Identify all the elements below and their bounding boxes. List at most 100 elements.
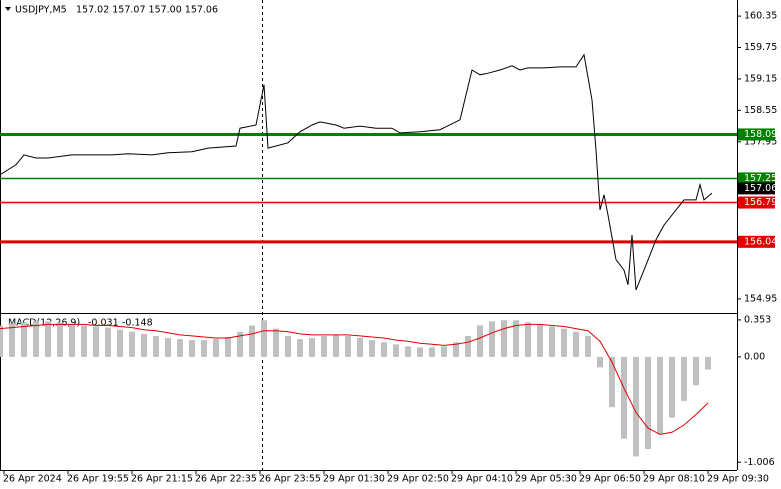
histogram-bar	[369, 340, 375, 357]
histogram-bar	[309, 338, 315, 357]
price-line	[0, 53, 713, 291]
histogram-bar	[225, 336, 231, 357]
histogram-bar	[573, 331, 579, 357]
histogram-bar	[393, 344, 399, 357]
histogram-bar	[633, 356, 639, 457]
histogram-bar	[33, 321, 39, 357]
histogram-bar	[189, 340, 195, 357]
histogram-bar	[213, 339, 219, 357]
x-tick-label: 26 Apr 21:15	[131, 474, 193, 485]
y-tick-label: 154.95	[744, 293, 777, 304]
level-label: 158.09	[744, 129, 777, 140]
histogram-bar	[273, 328, 279, 357]
histogram-bar	[561, 328, 567, 357]
histogram-bar	[501, 320, 507, 357]
histogram-bar	[525, 322, 531, 357]
histogram-bar	[465, 335, 471, 357]
last-price-label: 157.06	[744, 183, 777, 194]
histogram-bar	[381, 342, 387, 357]
histogram-bar	[489, 321, 495, 357]
x-tick-label: 29 Apr 09:30	[707, 474, 769, 485]
x-tick-label: 29 Apr 02:50	[387, 474, 449, 485]
histogram-bar	[681, 356, 687, 401]
histogram-bar	[237, 331, 243, 357]
y-tick-label: 0.353	[744, 314, 771, 325]
macd-title: MACD(12,26,9)	[8, 318, 80, 329]
x-tick-label: 26 Apr 19:55	[67, 474, 129, 485]
x-tick-label: 29 Apr 05:30	[515, 474, 577, 485]
histogram-bar	[597, 356, 603, 368]
y-tick-label: 0.00	[744, 351, 765, 362]
x-tick-label: 29 Apr 06:50	[579, 474, 641, 485]
x-tick-label: 26 Apr 2024	[3, 474, 62, 485]
histogram-bar	[621, 356, 627, 439]
histogram-bar	[9, 323, 15, 357]
histogram-bar	[93, 326, 99, 357]
y-tick-label: 160.35	[744, 11, 777, 22]
level-label-box	[738, 128, 775, 141]
level-label: 156.04	[744, 236, 777, 247]
histogram-bar	[153, 335, 159, 357]
histogram-bar	[177, 339, 183, 357]
histogram-bar	[297, 339, 303, 357]
histogram-bar	[657, 356, 663, 435]
histogram-bar	[405, 346, 411, 357]
histogram-bar	[477, 325, 483, 357]
level-label-box	[738, 172, 775, 185]
histogram-bar	[345, 335, 351, 357]
y-tick-label: 157.95	[744, 136, 777, 147]
last-price-box	[738, 182, 775, 195]
histogram-bar	[333, 334, 339, 357]
x-tick-label: 26 Apr 22:35	[195, 474, 257, 485]
histogram-bar	[441, 346, 447, 357]
histogram-bar	[417, 347, 423, 357]
histogram-bar	[285, 335, 291, 357]
histogram-bar	[105, 327, 111, 357]
macd-value: -0.031	[88, 318, 119, 329]
histogram-bar	[249, 325, 255, 357]
symbol-marker	[5, 7, 11, 11]
histogram-bar	[261, 320, 267, 357]
histogram-bar	[537, 324, 543, 357]
x-tick-label: 26 Apr 23:55	[259, 474, 321, 485]
histogram-bar	[669, 356, 675, 418]
level-label-box	[738, 235, 775, 248]
histogram-bar	[0, 325, 3, 357]
y-tick-label: 159.15	[744, 73, 777, 84]
histogram-bar	[705, 356, 711, 370]
y-tick-label: 159.75	[744, 42, 777, 53]
histogram-bar	[69, 324, 75, 357]
histogram-bar	[429, 347, 435, 357]
histogram-bar	[693, 356, 699, 386]
chart-title: USDJPY,M5	[15, 5, 67, 16]
y-tick-label: 158.55	[744, 105, 777, 116]
level-label: 156.79	[744, 197, 777, 208]
histogram-bar	[201, 340, 207, 357]
histogram-bar	[117, 329, 123, 357]
x-tick-label: 29 Apr 01:30	[323, 474, 385, 485]
histogram-bar	[165, 338, 171, 357]
y-tick-label: -1.006	[744, 457, 775, 468]
histogram-bar	[141, 333, 147, 357]
histogram-bar	[21, 322, 27, 357]
level-label-box	[738, 196, 775, 209]
histogram-bar	[357, 338, 363, 357]
histogram-bar	[129, 331, 135, 357]
x-tick-label: 29 Apr 04:10	[451, 474, 513, 485]
histogram-bar	[585, 335, 591, 357]
histogram-bar	[645, 356, 651, 450]
signal-line	[0, 323, 709, 435]
histogram-bar	[513, 320, 519, 357]
histogram-bar	[57, 322, 63, 357]
x-tick-label: 29 Apr 08:10	[643, 474, 705, 485]
histogram-bar	[81, 325, 87, 357]
histogram-bar	[453, 342, 459, 357]
histogram-bar	[45, 321, 51, 357]
histogram-bar	[321, 335, 327, 357]
histogram-bar	[549, 326, 555, 357]
signal-value: -0.148	[122, 318, 153, 329]
histogram-bar	[609, 356, 615, 408]
ohlc-values: 157.02 157.07 157.00 157.06	[76, 5, 218, 16]
